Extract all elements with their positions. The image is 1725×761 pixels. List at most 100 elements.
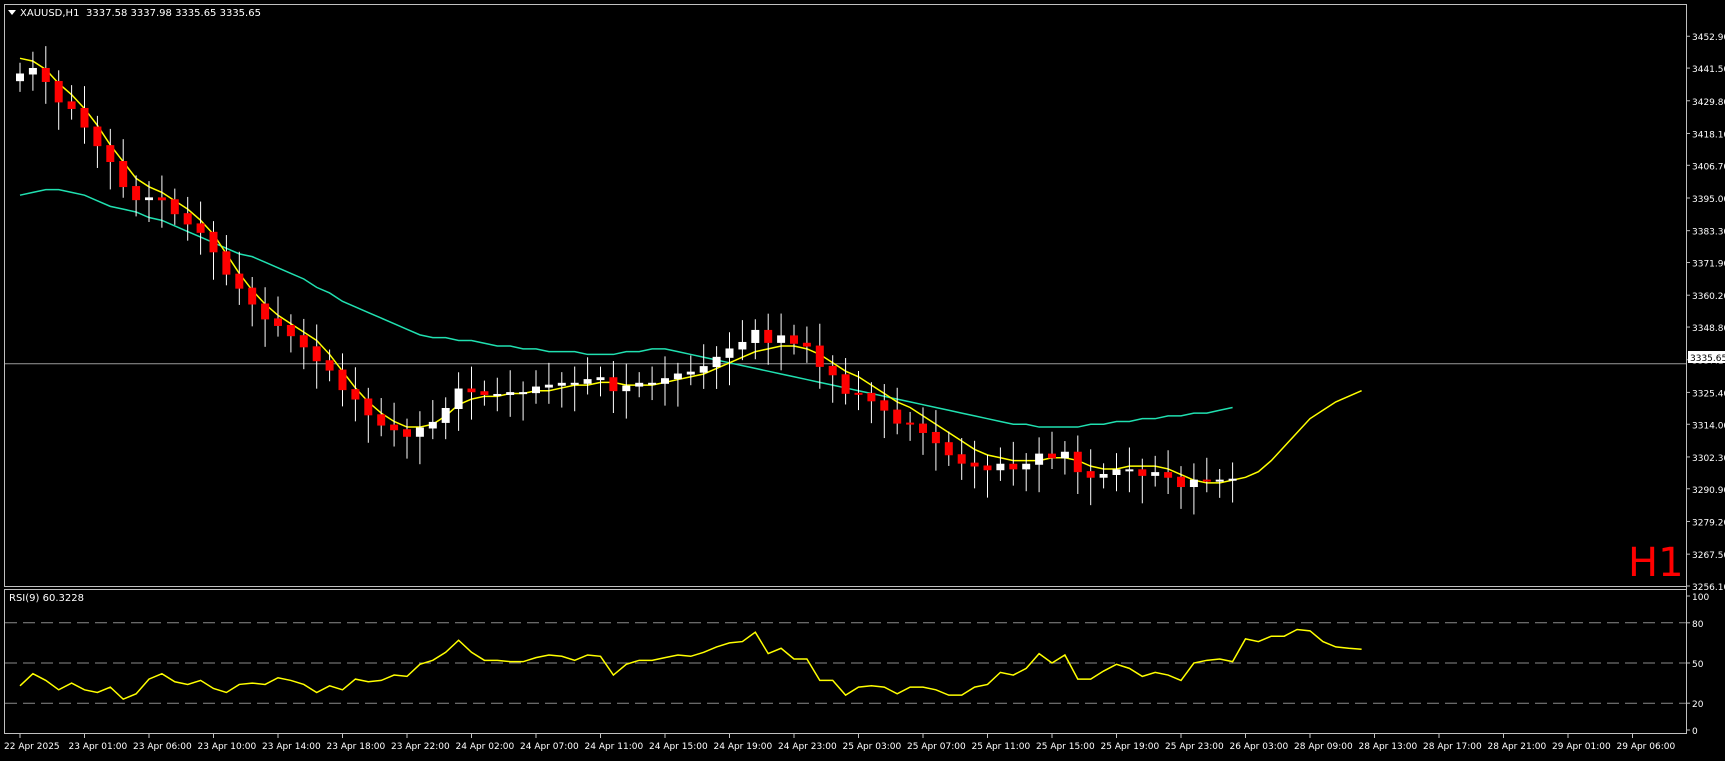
candle-body (906, 422, 915, 425)
candle-body (1151, 472, 1160, 476)
time-tick-label: 23 Apr 22:00 (391, 742, 450, 752)
candle-body (596, 377, 605, 381)
price-tick-label: 3371.90 (1692, 260, 1725, 270)
ohlc-label: 3337.58 3337.98 3335.65 3335.65 (86, 8, 261, 19)
triangle-down-icon[interactable] (8, 10, 16, 15)
price-tick-label: 3279.20 (1692, 518, 1725, 528)
candle-body (1009, 463, 1018, 470)
candle-body (1125, 469, 1134, 472)
candle-body (377, 414, 386, 426)
candle-body (970, 462, 979, 467)
candle-body (815, 345, 824, 367)
candle-body (1086, 471, 1095, 478)
price-tick-label: 3395.00 (1692, 195, 1725, 205)
candle-body (93, 126, 102, 147)
candle-body (1048, 453, 1056, 459)
candle-body (248, 287, 257, 305)
candle-body (854, 392, 863, 395)
time-tick-label: 24 Apr 02:00 (456, 742, 515, 752)
candle-body (1060, 451, 1069, 459)
candle-body (802, 342, 811, 347)
time-tick-label: 23 Apr 14:00 (262, 742, 321, 752)
time-tick-label: 24 Apr 11:00 (585, 742, 644, 752)
current-price-label: 3335.65 (1690, 354, 1725, 364)
current-price-marker (1688, 351, 1725, 363)
candle-body (415, 427, 424, 437)
rsi-tick-label: 80 (1692, 620, 1704, 630)
candle-body (312, 346, 321, 362)
moving-average-fast-line (19, 57, 1362, 484)
candle-body (480, 391, 489, 395)
time-tick-label: 29 Apr 01:00 (1552, 742, 1611, 752)
candle-body (544, 384, 553, 388)
time-tick-label: 28 Apr 21:00 (1488, 742, 1547, 752)
time-tick-label: 25 Apr 07:00 (907, 742, 966, 752)
candle-body (261, 303, 270, 320)
rsi-line (19, 628, 1362, 701)
candle-body (1112, 469, 1121, 475)
candle-body (673, 373, 682, 380)
candle-body (1164, 472, 1173, 478)
price-tick-label: 3441.50 (1692, 65, 1725, 75)
candle-body (1202, 479, 1211, 482)
rsi-tick-label: 20 (1692, 700, 1704, 710)
rsi-label: RSI(9) 60.3228 (9, 593, 84, 604)
price-tick-label: 3290.90 (1692, 486, 1725, 496)
candle-body (286, 324, 295, 337)
candle-body (738, 341, 747, 350)
time-tick-label: 25 Apr 03:00 (843, 742, 902, 752)
timeframe-watermark: H1 (1628, 540, 1684, 586)
price-tick-label: 3256.10 (1692, 583, 1725, 593)
time-tick-label: 25 Apr 11:00 (972, 742, 1031, 752)
candle-body (583, 379, 592, 384)
candle-body (880, 400, 889, 411)
time-tick-label: 23 Apr 06:00 (133, 742, 192, 752)
candle-body (325, 360, 334, 371)
candle-body (364, 398, 373, 416)
candle-body (944, 442, 953, 456)
candle-body (351, 389, 360, 400)
price-tick-label: 3302.30 (1692, 454, 1725, 464)
price-tick-label: 3429.80 (1692, 98, 1725, 108)
time-tick-label: 22 Apr 2025 (4, 742, 60, 752)
candle-body (28, 67, 37, 75)
time-tick-label: 28 Apr 17:00 (1423, 742, 1482, 752)
candle-body (1138, 469, 1147, 476)
candle-body (996, 463, 1005, 471)
candle-body (1099, 473, 1108, 478)
candle-body (1035, 453, 1044, 465)
price-tick-label: 3406.70 (1692, 162, 1725, 172)
candle-body (751, 329, 760, 343)
candle-body (16, 73, 24, 82)
candle-body (145, 197, 153, 201)
candle-body (428, 421, 437, 429)
candle-body (209, 231, 218, 253)
time-tick-label: 24 Apr 15:00 (649, 742, 708, 752)
candle-body (764, 329, 773, 343)
time-tick-label: 24 Apr 07:00 (520, 742, 579, 752)
candle-body (790, 335, 798, 344)
rsi-tick-label: 0 (1692, 727, 1698, 737)
candle-body (867, 392, 876, 402)
candle-body (67, 101, 76, 109)
time-tick-label: 23 Apr 01:00 (69, 742, 128, 752)
time-tick-label: 25 Apr 19:00 (1101, 742, 1160, 752)
time-tick-label: 25 Apr 23:00 (1165, 742, 1224, 752)
candle-body (403, 429, 411, 437)
candle-body (893, 409, 902, 424)
candle-body (1228, 478, 1237, 481)
candle-body (557, 382, 566, 386)
candle-body (828, 365, 837, 376)
time-tick-label: 23 Apr 10:00 (198, 742, 257, 752)
candle-body (338, 369, 347, 391)
candle-body (196, 223, 205, 233)
rsi-chart-frame (4, 589, 1687, 734)
price-tick-label: 3314.00 (1692, 421, 1725, 431)
candle-body (106, 145, 115, 163)
time-tick-label: 28 Apr 09:00 (1294, 742, 1353, 752)
candle-body (725, 348, 734, 358)
candle-body (467, 388, 476, 393)
time-tick-label: 24 Apr 19:00 (714, 742, 773, 752)
